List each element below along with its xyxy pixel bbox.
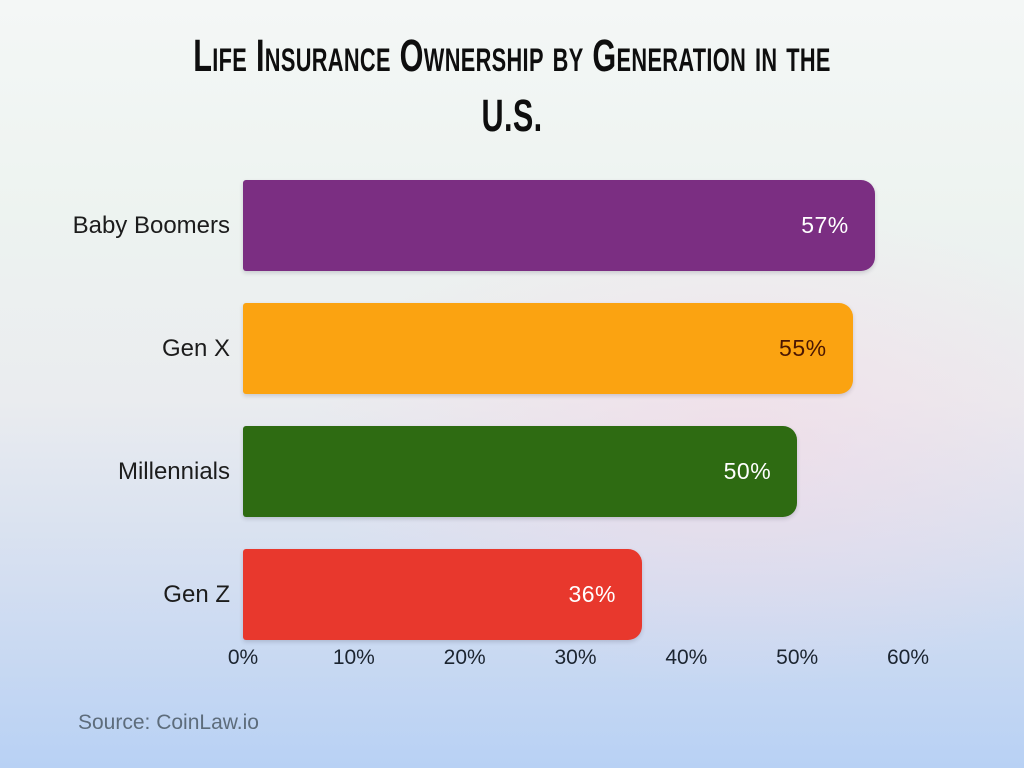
bar-value-label: 36%: [568, 581, 616, 607]
bar: 57%: [243, 180, 875, 271]
bar-value-label: 55%: [779, 335, 827, 361]
bar-track: 55%: [243, 303, 908, 394]
bar-track: 50%: [243, 426, 908, 517]
category-label: Millennials: [117, 457, 230, 485]
bar: 36%: [243, 549, 642, 640]
chart-row: Gen X 55%: [0, 303, 1024, 394]
bar-chart: Baby Boomers 57% Gen X 55% Millennials 50% Gen…: [0, 180, 1024, 640]
bar-track: 36%: [243, 549, 908, 640]
chart-title: Life Insurance Ownership by Generation i…: [0, 26, 1024, 146]
bar-track: 57%: [243, 180, 908, 271]
category-label: Gen X: [161, 334, 230, 362]
bar-value-label: 50%: [723, 458, 772, 484]
bar: 50%: [243, 426, 798, 517]
chart-title-line1: Life Insurance Ownership by Generation i…: [193, 30, 831, 81]
bar-value-label: 57%: [801, 212, 849, 238]
chart-title-line2: U.S.: [481, 90, 543, 141]
source-attribution: Source: CoinLaw.io: [78, 711, 259, 734]
x-axis-tick-label: 60%: [886, 646, 930, 669]
x-axis: 0% 10% 20% 30% 40% 50% 60%: [228, 646, 929, 676]
chart-row: Millennials 50%: [0, 426, 1024, 517]
x-axis-tick-label: 20%: [443, 646, 486, 669]
x-axis-tick-label: 30%: [554, 646, 597, 669]
category-label: Baby Boomers: [72, 211, 230, 239]
chart-row: Baby Boomers 57%: [0, 180, 1024, 271]
x-axis-tick-label: 40%: [665, 646, 708, 669]
x-axis-tick-label: 0%: [227, 646, 259, 669]
bar: 55%: [243, 303, 853, 394]
bar-rows: Baby Boomers 57% Gen X 55% Millennials 50% Gen…: [0, 180, 1024, 640]
chart-row: Gen Z 36%: [0, 549, 1024, 640]
x-axis-tick-label: 10%: [332, 646, 375, 669]
category-label: Gen Z: [163, 580, 230, 608]
x-axis-tick-label: 50%: [776, 646, 819, 669]
